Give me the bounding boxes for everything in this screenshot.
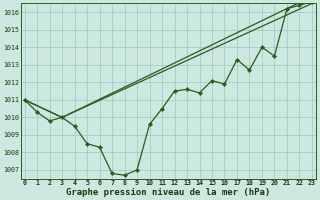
X-axis label: Graphe pression niveau de la mer (hPa): Graphe pression niveau de la mer (hPa) — [66, 188, 270, 197]
